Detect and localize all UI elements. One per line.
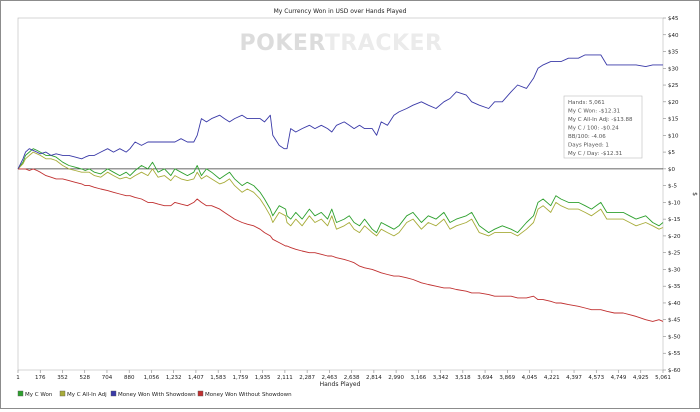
series-line-3 [18, 168, 664, 322]
x-tick-label: 4,045 [522, 375, 538, 381]
x-tick-label: 4,925 [633, 375, 649, 381]
legend-label: My C Won [25, 392, 53, 398]
x-tick-label: 3,166 [410, 375, 426, 381]
series-group [17, 54, 664, 322]
info-line: Days Played: 1 [568, 143, 609, 149]
y-tick-label: $15 [668, 117, 679, 123]
y-tick-label: $5 [668, 150, 675, 156]
y-tick-label: $45 [668, 16, 679, 22]
series-line-1 [17, 151, 664, 237]
x-tick-label: 1,759 [233, 375, 249, 381]
x-tick-label: 2,990 [388, 375, 404, 381]
x-tick-label: 4,573 [588, 375, 604, 381]
y-tick-label: $-55 [668, 351, 681, 357]
y-tick-label: $-30 [668, 267, 681, 273]
legend-swatch [17, 390, 24, 397]
x-tick-label: 1,583 [210, 375, 226, 381]
x-tick-label: 2,638 [344, 375, 360, 381]
legend-label: Money Won With Showdown [118, 392, 196, 398]
info-line: Hands: 5,061 [568, 100, 605, 106]
y-tick-label: $-35 [668, 284, 681, 290]
x-tick-label: 704 [102, 375, 113, 381]
watermark-strong: POKER [240, 31, 326, 56]
x-tick-label: 1,935 [255, 375, 271, 381]
info-box: Hands: 5,061 My C Won: -$12.31 My C All-In… [563, 95, 643, 159]
info-line: BB/100: -4.06 [568, 134, 606, 140]
y-tick-label: $0 [668, 167, 675, 173]
x-tick-label: 880 [124, 375, 135, 381]
plot-area [17, 17, 664, 371]
chart-title: My Currency Won in USD over Hands Played [274, 8, 407, 15]
y-tick-label: $20 [668, 100, 679, 106]
x-tick-label: 3,342 [433, 375, 449, 381]
legend: My C Won My C All-In Adj Money Won With Sh… [17, 390, 292, 398]
series-line-2 [17, 54, 663, 170]
info-line: My C / 100: -$0.24 [568, 126, 619, 132]
x-tick-label: 4,221 [544, 375, 560, 381]
x-tick-label: 3,694 [477, 375, 493, 381]
y-tick-label: $10 [668, 133, 679, 139]
info-line: My C Won: -$12.31 [568, 109, 620, 115]
info-line: My C / Day: -$12.31 [568, 151, 622, 157]
y-tick-label: $25 [668, 83, 679, 89]
watermark-light: TRACKER [325, 31, 443, 56]
legend-label: My C All-In Adj [67, 392, 107, 398]
x-tick-label: 176 [35, 375, 46, 381]
x-tick-label: 1,232 [166, 375, 182, 381]
x-tick-label: 4,397 [566, 375, 582, 381]
y-tick-label: $-50 [668, 334, 681, 340]
series-line-0 [17, 148, 664, 234]
legend-swatch [110, 390, 117, 397]
x-tick-label: 3,518 [455, 375, 471, 381]
x-tick-label: 1,407 [188, 375, 204, 381]
y-tick-label: $-45 [668, 318, 681, 324]
x-tick-label: 1,056 [144, 375, 160, 381]
y-axis-title: $ [691, 192, 698, 196]
legend-label: Money Won Without Showdown [205, 392, 292, 398]
info-box-frame [563, 95, 643, 159]
watermark-logo: POKERTRACKER [240, 31, 443, 56]
x-axis: 1 176 352 528 704 880 1,056 1,232 1,407 1,583 1,75… [16, 370, 671, 381]
x-tick-label: 352 [57, 375, 68, 381]
y-tick-label: $-40 [668, 301, 681, 307]
y-tick-label: $-60 [668, 368, 681, 374]
legend-swatch [59, 390, 66, 397]
x-axis-title: Hands Played [320, 381, 361, 388]
y-tick-label: $35 [668, 50, 679, 56]
x-tick-label: 2,463 [322, 375, 338, 381]
x-tick-label: 5,061 [655, 375, 671, 381]
y-tick-label: $-10 [668, 200, 681, 206]
x-tick-label: 2,814 [366, 375, 382, 381]
y-tick-label: $-15 [668, 217, 681, 223]
legend-swatch [197, 390, 204, 397]
y-tick-label: $40 [668, 33, 679, 39]
x-tick-label: 1 [16, 375, 20, 381]
x-tick-label: 2,111 [277, 375, 293, 381]
y-tick-label: $-20 [668, 234, 681, 240]
info-line: My C All-In Adj: -$13.88 [568, 117, 633, 123]
y-axis: $45 $40 $35 $30 $25 $20 $15 $10 $5 $0 $-5 $-10 $-15 $… [663, 16, 681, 374]
x-tick-label: 3,869 [499, 375, 515, 381]
x-tick-label: 2,287 [299, 375, 315, 381]
x-tick-label: 528 [79, 375, 90, 381]
x-tick-label: 4,749 [611, 375, 627, 381]
y-tick-label: $30 [668, 66, 679, 72]
y-tick-label: $-25 [668, 251, 681, 257]
y-tick-label: $-5 [668, 184, 677, 190]
